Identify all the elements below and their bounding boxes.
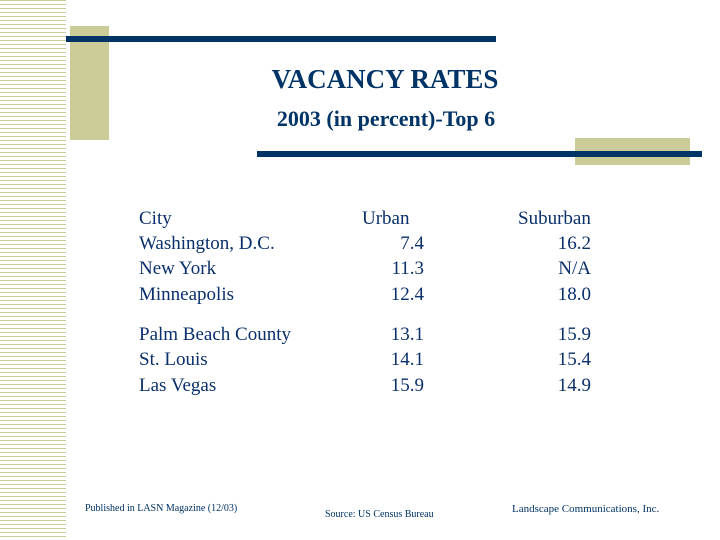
urban: 15.9: [390, 375, 424, 396]
table-row: St. Louis 14.1 15.4: [139, 349, 639, 373]
city: Minneapolis: [139, 284, 234, 305]
footer-company: Landscape Communications, Inc.: [512, 503, 660, 515]
urban: 14.1: [390, 349, 424, 370]
title-bar-top: [66, 36, 496, 42]
urban: 7.4: [400, 233, 424, 254]
city: St. Louis: [139, 349, 208, 370]
urban: 11.3: [391, 258, 424, 279]
suburban: 15.4: [557, 349, 591, 370]
header-urban: Urban: [362, 208, 410, 229]
header-suburban: Suburban: [518, 208, 591, 229]
city: Las Vegas: [139, 375, 217, 396]
table-header: City Urban Suburban: [139, 208, 639, 232]
city: Washington, D.C.: [139, 233, 275, 254]
suburban: 16.2: [557, 233, 591, 254]
city: New York: [139, 258, 217, 279]
table-row: Minneapolis 12.4 18.0: [139, 284, 639, 308]
slide-title: VACANCY RATES: [271, 64, 499, 94]
footer-source: Source: US Census Bureau: [325, 509, 434, 520]
suburban: 14.9: [557, 375, 591, 396]
footer-published: Published in LASN Magazine (12/03): [85, 503, 238, 514]
header-city: City: [139, 208, 172, 229]
urban: 13.1: [390, 324, 424, 345]
title-bar-bottom: [257, 151, 702, 157]
table-row: New York 11.3 N/A: [139, 258, 639, 282]
urban: 12.4: [390, 284, 424, 305]
suburban: 15.9: [557, 324, 591, 345]
slide-subtitle: 2003 (in percent)-Top 6: [276, 106, 496, 131]
suburban: 18.0: [557, 284, 591, 305]
table-row: Las Vegas 15.9 14.9: [139, 375, 639, 399]
table-row: Washington, D.C. 7.4 16.2: [139, 233, 639, 257]
suburban: N/A: [558, 258, 591, 279]
decorative-box-top: [70, 26, 109, 140]
decorative-stripes: [0, 0, 66, 540]
table-row: Palm Beach County 13.1 15.9: [139, 324, 639, 348]
city: Palm Beach County: [139, 324, 291, 345]
